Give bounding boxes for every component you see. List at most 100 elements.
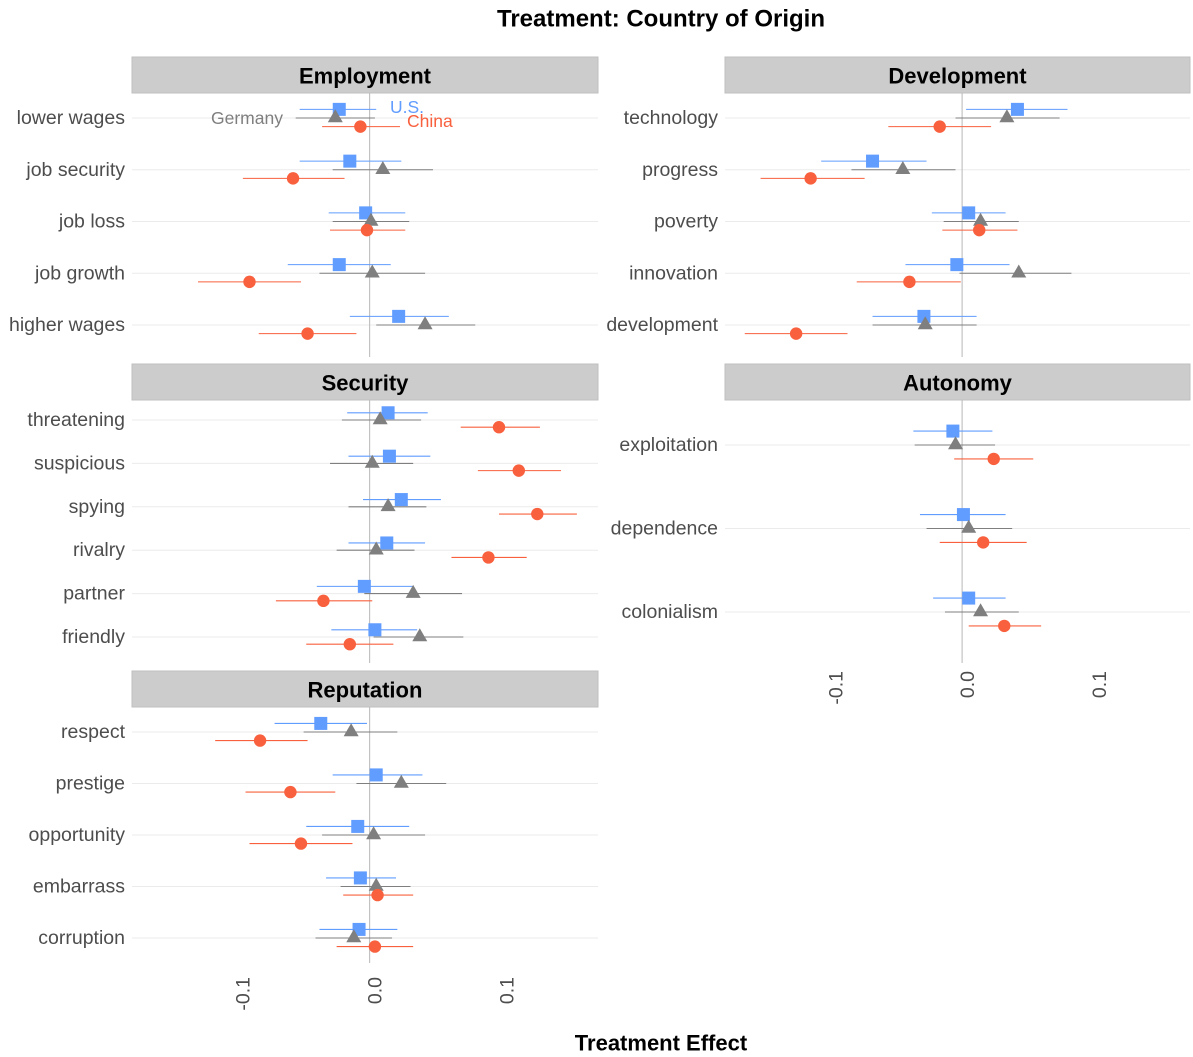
us-point-estimate [368,623,382,637]
us-point-estimate [343,154,357,168]
germany-point-estimate [1011,264,1027,278]
us-point-estimate [369,768,383,782]
us-point-estimate [357,579,371,593]
us-point-estimate [352,922,366,936]
germany-point-estimate [405,584,421,598]
y-tick-label: prestige [56,773,125,795]
germany-point-estimate [346,929,362,943]
us-point-estimate [380,536,394,550]
us-point-estimate [381,406,395,420]
china-point-estimate [253,734,267,747]
us-point-estimate [382,449,396,463]
germany-point-estimate [917,316,933,330]
germany-point-estimate [961,519,977,533]
y-tick-label: exploitation [619,434,718,456]
china-point-estimate [933,120,946,133]
y-tick-label: job loss [58,211,125,233]
y-tick-label: spying [69,496,125,518]
germany-point-estimate [368,877,384,891]
us-point-estimate [956,508,970,522]
facet-strip [724,363,1191,401]
china-point-estimate [903,275,916,289]
germany-point-estimate [380,498,396,512]
germany-point-estimate [417,316,433,330]
y-tick-label: job security [25,159,125,181]
us-point-estimate [1010,102,1024,116]
facet-panel-security: Security threatening suspicious spying rival… [27,363,599,663]
series-annotations: U.S. Germany China [211,97,453,131]
y-tick-label: respect [61,721,126,743]
china-point-estimate [294,837,308,850]
facet-strip [131,363,599,401]
chart-title: Treatment: Country of Origin [497,6,825,33]
y-tick-label: threatening [27,409,125,431]
us-point-estimate [353,871,367,885]
germany-point-estimate [327,109,343,123]
china-point-estimate [973,223,986,237]
y-tick-label: progress [642,159,718,181]
us-point-estimate [917,309,931,323]
china-point-estimate [354,120,367,133]
china-point-estimate [301,327,314,340]
series-label-germany: Germany [211,108,283,128]
facet-strip-title: Employment [299,64,432,89]
germany-point-estimate [973,212,989,226]
us-point-estimate [946,424,960,438]
us-point-estimate [359,206,373,220]
x-axis-title: Treatment Effect [575,1031,748,1056]
china-point-estimate [284,785,297,799]
series-label-us: U.S. [390,97,424,117]
germany-point-estimate [999,109,1015,123]
germany-point-estimate [948,436,964,450]
y-tick-label: partner [63,583,125,605]
us-point-estimate [314,716,328,730]
y-tick-label: technology [624,107,719,129]
facet-strip-title: Development [888,64,1027,89]
china-point-estimate [804,172,817,185]
y-tick-label: friendly [62,626,125,648]
y-tick-label: poverty [654,211,718,233]
germany-point-estimate [368,541,384,555]
x-tick-label: 0.0 [957,671,979,698]
china-point-estimate [531,507,544,521]
china-point-estimate [371,888,384,902]
germany-point-estimate [343,723,359,737]
china-point-estimate [368,940,382,953]
facet-strip-title: Security [322,371,410,396]
us-point-estimate [950,258,964,272]
facet-strip-title: Autonomy [903,371,1013,396]
china-point-estimate [976,536,990,549]
x-tick-label: -0.1 [233,977,255,1011]
germany-point-estimate [366,826,382,840]
germany-point-estimate [363,212,379,226]
us-point-estimate [962,591,976,605]
y-tick-label: embarrass [33,876,125,898]
china-point-estimate [343,638,357,651]
y-tick-label: job growth [34,262,125,284]
germany-point-estimate [372,411,388,425]
y-tick-label: colonialism [622,601,718,623]
facet-strip [131,670,599,708]
china-point-estimate [482,551,495,564]
china-point-estimate [492,421,506,434]
germany-point-estimate [973,603,989,617]
series-label-china: China [407,111,453,131]
china-point-estimate [317,594,330,608]
china-point-estimate [998,619,1011,633]
germany-point-estimate [364,264,380,278]
china-point-estimate [987,452,1000,466]
facet-panel-reputation: Reputation respect prestige opportunity emba… [29,670,599,1011]
china-point-estimate [360,223,374,237]
y-tick-label: dependence [611,518,718,540]
y-tick-label: development [606,314,718,336]
china-point-estimate [286,172,300,185]
us-point-estimate [394,493,408,507]
facet-strip [724,56,1191,94]
facet-panel-development: Development technology progress poverty inno… [606,56,1191,357]
x-tick-label: 0.0 [365,977,387,1004]
china-point-estimate [243,275,256,289]
china-point-estimate [789,327,803,340]
us-point-estimate [392,309,406,323]
facet-strip [131,56,599,94]
